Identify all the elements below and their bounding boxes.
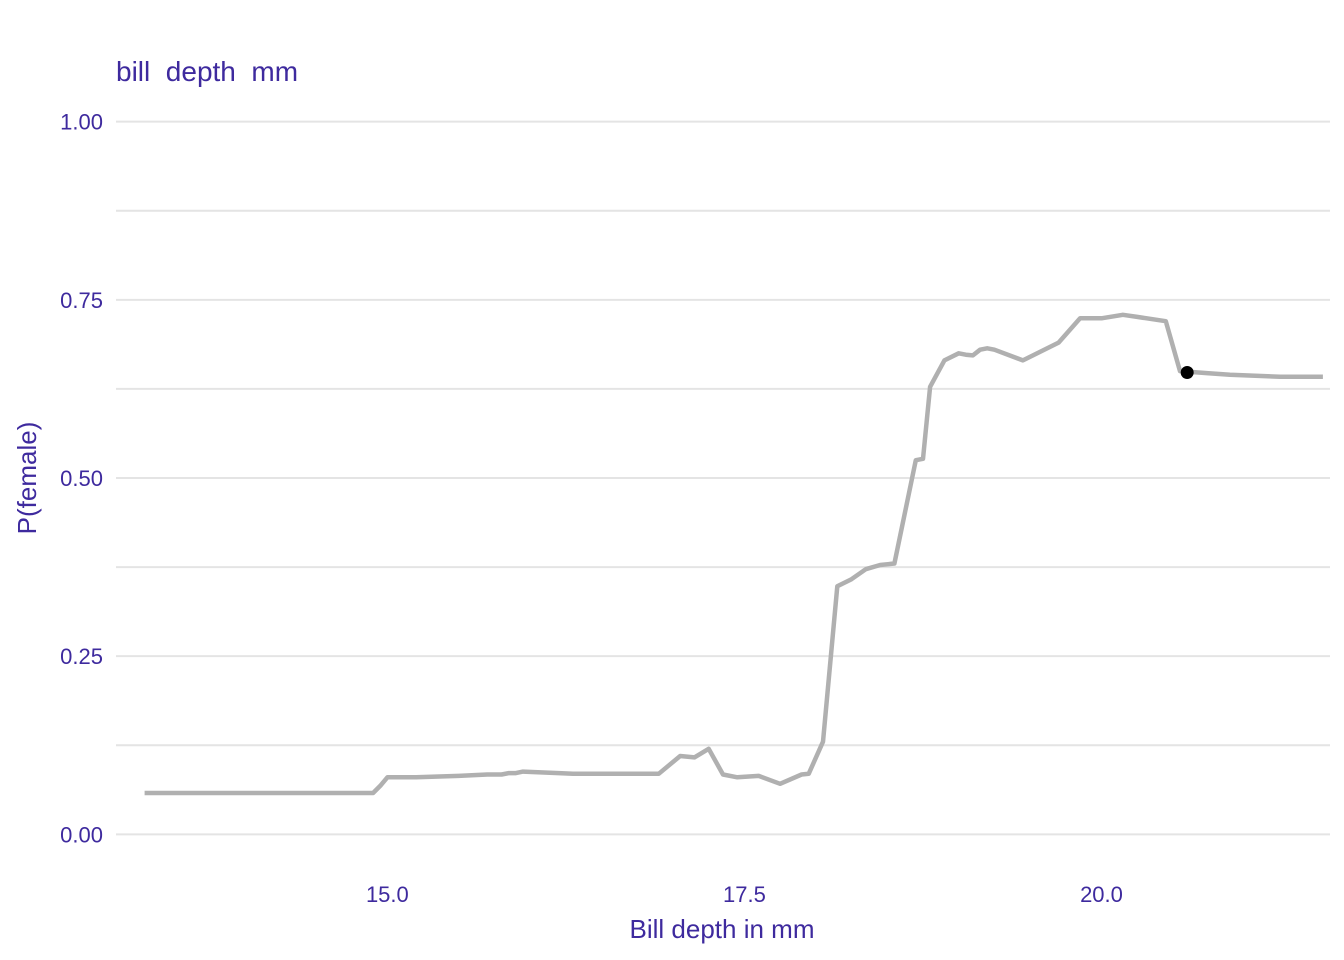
y-tick-label: 0.25 (60, 644, 103, 669)
y-tick-label: 0.75 (60, 288, 103, 313)
y-tick-label: 0.50 (60, 466, 103, 491)
point-layer (1180, 366, 1194, 380)
series-layer (144, 312, 1323, 796)
x-tick-label: 17.5 (723, 882, 766, 907)
x-tick-label: 20.0 (1080, 882, 1123, 907)
y-tick-label: 1.00 (60, 110, 103, 135)
x-tick-label: 15.0 (366, 882, 409, 907)
y-tick-label: 0.00 (60, 822, 103, 847)
observation-point (1180, 366, 1194, 380)
x-axis-label: Bill depth in mm (630, 914, 815, 944)
gridlines (116, 120, 1330, 836)
series-line-0 (144, 312, 1323, 796)
tick-labels: 0.00 0.25 0.50 0.75 1.00 15.0 17.5 20.0 (60, 110, 1123, 907)
y-axis-label: P(female) (12, 422, 42, 535)
chart-title: bill depth mm (116, 56, 298, 87)
